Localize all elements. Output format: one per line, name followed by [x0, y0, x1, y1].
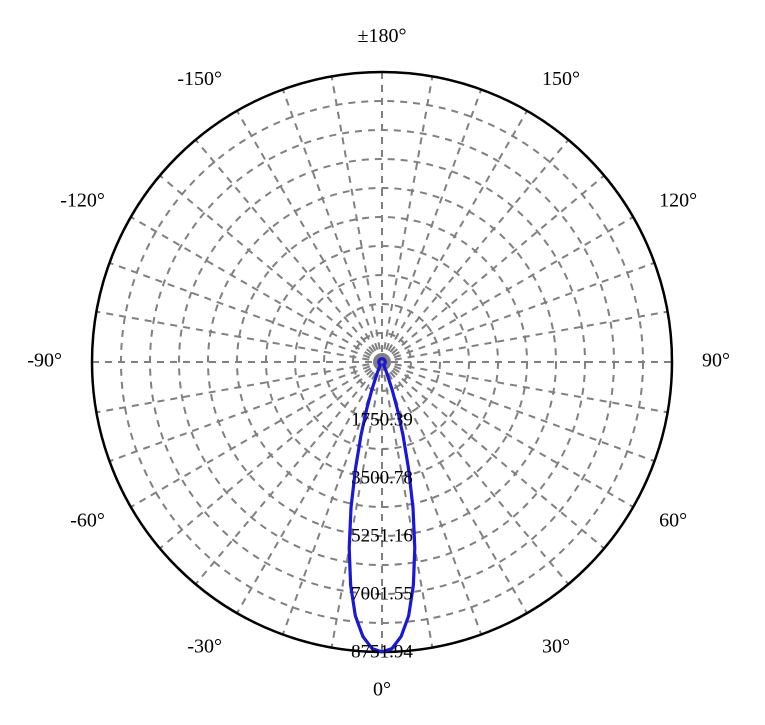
angular-label: -90° — [27, 350, 62, 372]
polar-chart-container: 1750.39 3500.78 5251.16 7001.55 8751.94 ±180°… — [0, 0, 765, 725]
angular-label: 30° — [542, 636, 570, 658]
angular-label: 60° — [659, 510, 687, 532]
radial-label: 3500.78 — [351, 467, 413, 488]
angular-label: -60° — [70, 510, 105, 532]
angular-label: 120° — [659, 190, 697, 212]
angular-label: 0° — [373, 679, 391, 701]
polar-chart: 1750.39 3500.78 5251.16 7001.55 8751.94 ±180°… — [0, 0, 765, 725]
angular-label: -30° — [187, 636, 222, 658]
radial-label: 5251.16 — [351, 525, 413, 546]
radial-label: 1750.39 — [351, 409, 413, 430]
angular-label: -120° — [60, 190, 105, 212]
angular-label: 90° — [702, 350, 730, 372]
center-dot — [373, 353, 391, 371]
angular-label: ±180° — [358, 25, 407, 47]
angular-label: -150° — [177, 68, 222, 90]
angular-label: 150° — [542, 68, 580, 90]
radial-label: 8751.94 — [351, 641, 413, 662]
radial-label: 7001.55 — [351, 583, 413, 604]
